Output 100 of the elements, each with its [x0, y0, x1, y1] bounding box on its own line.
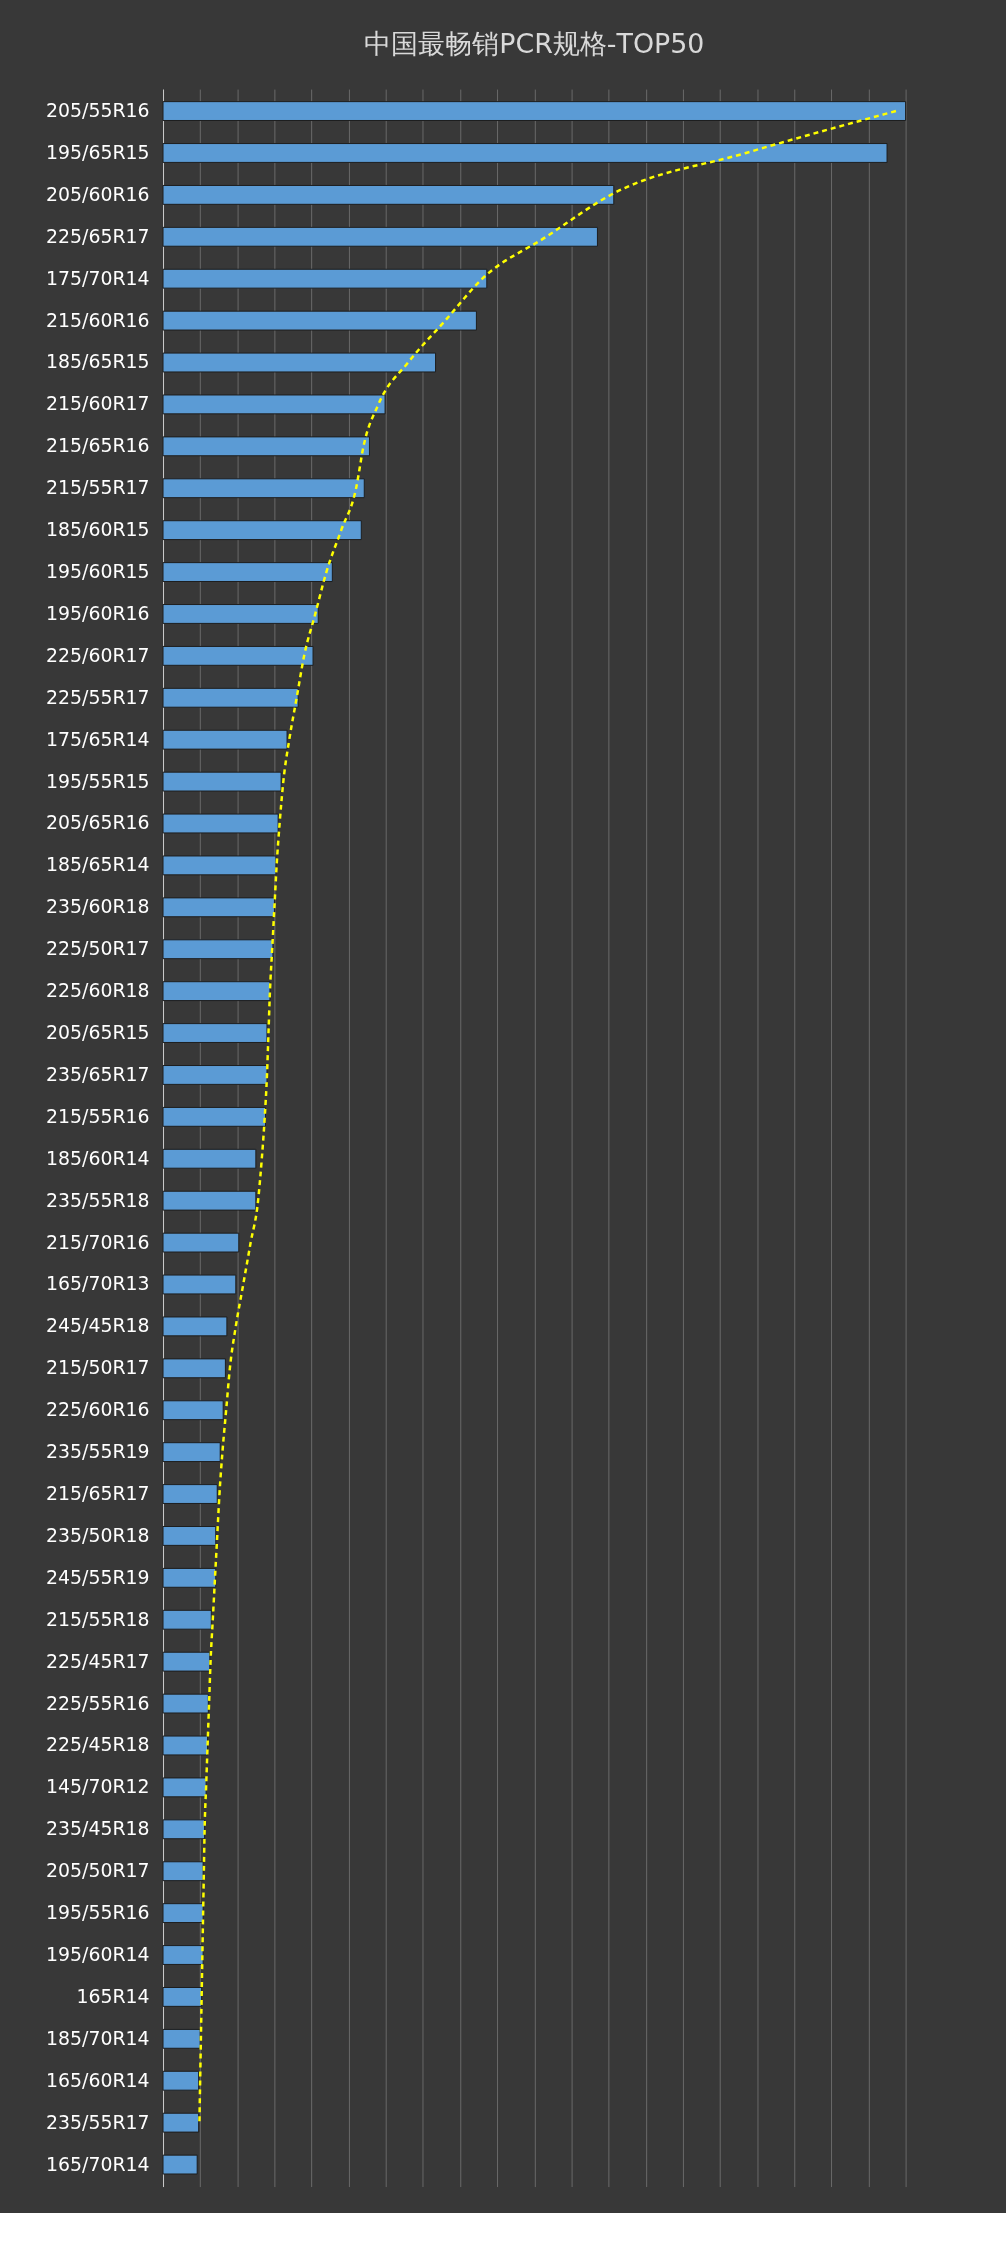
- bar: [162, 1903, 204, 1924]
- y-tick-label: 235/50R18: [46, 1523, 150, 1546]
- y-tick-label: 215/65R17: [46, 1481, 150, 1504]
- y-tick-label: 205/65R16: [46, 811, 150, 834]
- bar: [162, 2070, 200, 2091]
- y-tick-label: 185/60R14: [46, 1146, 150, 1169]
- y-tick-label: 235/55R19: [46, 1440, 150, 1463]
- bar: [162, 1526, 217, 1546]
- bar: [162, 101, 907, 121]
- y-tick-label: 185/65R15: [46, 350, 150, 373]
- bar: [162, 813, 279, 834]
- bar: [162, 1484, 218, 1504]
- y-tick-label: 235/55R17: [46, 2110, 150, 2133]
- y-tick-label: 225/55R16: [46, 1691, 150, 1714]
- y-tick-label: 195/55R16: [46, 1901, 150, 1924]
- bar: [162, 1651, 211, 1672]
- y-tick-label: 245/45R18: [46, 1314, 150, 1337]
- bar: [162, 520, 362, 541]
- bar: [162, 897, 275, 918]
- bar: [162, 1358, 226, 1379]
- y-tick-label: 185/65R14: [46, 853, 150, 876]
- y-tick-label: 225/60R17: [46, 643, 150, 666]
- y-tick-label: 195/60R16: [46, 601, 150, 624]
- y-tick-label: 245/55R19: [46, 1565, 150, 1588]
- bar: [162, 1065, 268, 1085]
- bar: [162, 1442, 221, 1463]
- y-tick-label: 165/70R14: [46, 2152, 150, 2175]
- bar: [162, 436, 370, 457]
- bar: [162, 1861, 204, 1882]
- bar: [162, 226, 598, 247]
- y-tick-label: 225/45R18: [46, 1733, 150, 1756]
- y-tick-label: 205/50R17: [46, 1859, 150, 1882]
- y-tick-label: 195/65R15: [46, 140, 150, 163]
- y-tick-label: 145/70R12: [46, 1775, 150, 1798]
- y-tick-label: 225/45R17: [46, 1649, 150, 1672]
- y-tick-label: 165R14: [76, 1984, 150, 2007]
- y-tick-label: 195/55R15: [46, 769, 150, 792]
- bar: [162, 1316, 228, 1337]
- y-tick-label: 205/65R15: [46, 1021, 150, 1044]
- y-tick-label: 185/70R14: [46, 2026, 150, 2049]
- bar: [162, 1106, 266, 1127]
- y-tick-label: 215/55R18: [46, 1607, 150, 1630]
- bar: [162, 268, 488, 289]
- y-tick-label: 215/55R17: [46, 476, 150, 499]
- bar: [162, 1274, 237, 1295]
- y-tick-label: 215/60R16: [46, 308, 150, 331]
- y-tick-label: 205/55R16: [46, 99, 150, 122]
- y-tick-label: 195/60R14: [46, 1942, 150, 1965]
- y-tick-label: 195/60R15: [46, 560, 150, 583]
- y-tick-label: 175/65R14: [46, 727, 150, 750]
- y-tick-label: 215/50R17: [46, 1356, 150, 1379]
- bar: [162, 394, 386, 415]
- y-tick-label: 225/55R17: [46, 685, 150, 708]
- y-tick-label: 205/60R16: [46, 182, 150, 205]
- y-tick-label: 175/70R14: [46, 266, 150, 289]
- bar: [162, 478, 365, 499]
- bar: [162, 1609, 212, 1630]
- y-tick-label: 165/70R13: [46, 1272, 150, 1295]
- bar: [162, 604, 319, 624]
- y-tick-label: 215/60R17: [46, 392, 150, 415]
- bar: [162, 771, 282, 792]
- bar: [162, 981, 271, 1002]
- y-tick-label: 235/65R17: [46, 1062, 150, 1085]
- bar: [162, 2154, 198, 2175]
- y-tick-label: 215/70R16: [46, 1230, 150, 1253]
- bar: [162, 310, 477, 331]
- bar: [162, 1819, 206, 1840]
- bar: [162, 687, 299, 708]
- y-tick-label: 185/60R15: [46, 518, 150, 541]
- chart-title: 中国最畅销PCR规格-TOP50: [364, 28, 705, 60]
- bar: [162, 352, 437, 373]
- bar: [162, 1232, 240, 1253]
- bar: [162, 1190, 257, 1211]
- bar: [162, 562, 333, 582]
- y-tick-label: 225/65R17: [46, 224, 150, 247]
- y-tick-label: 215/55R16: [46, 1104, 150, 1127]
- y-tick-label: 215/65R16: [46, 434, 150, 457]
- y-tick-label: 165/60R14: [46, 2068, 150, 2091]
- bar: [162, 1735, 209, 1756]
- bar: [162, 1567, 217, 1588]
- bar: [162, 1987, 203, 2007]
- bar: [162, 1693, 209, 1714]
- bar: [162, 1945, 204, 1965]
- bar: [162, 855, 277, 876]
- bar: [162, 143, 888, 163]
- bar: [162, 1148, 257, 1169]
- bar: [162, 2112, 200, 2133]
- y-tick-label: 225/60R16: [46, 1398, 150, 1421]
- y-tick-label: 235/60R18: [46, 895, 150, 918]
- bar: [162, 1023, 268, 1043]
- bar: [162, 939, 274, 960]
- bar: [162, 1400, 224, 1421]
- bar: [162, 645, 314, 666]
- y-tick-label: 235/55R18: [46, 1188, 150, 1211]
- y-tick-label: 225/60R18: [46, 979, 150, 1002]
- y-tick-label: 225/50R17: [46, 937, 150, 960]
- bar: [162, 729, 288, 750]
- bar: [162, 2028, 201, 2049]
- bar: [162, 1777, 207, 1798]
- bar: [162, 184, 615, 205]
